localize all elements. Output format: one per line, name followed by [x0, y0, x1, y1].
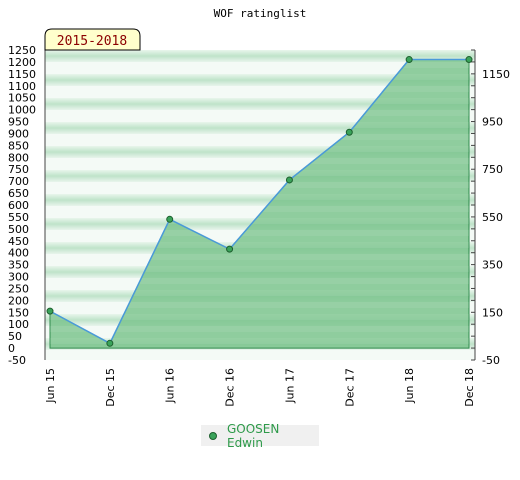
data-point	[226, 245, 234, 253]
right-tick-label: -50	[482, 354, 500, 367]
left-axis: -500501001502002503003504004505005506006…	[8, 44, 46, 367]
left-tick-label: 1000	[8, 104, 36, 117]
chart-title: WOF ratinglist	[214, 7, 307, 20]
left-tick-label: 300	[8, 271, 29, 284]
right-tick-label: 550	[482, 211, 503, 224]
x-tick-label: Dec 17	[343, 368, 356, 407]
area-band	[50, 290, 469, 296]
right-tick-label: 750	[482, 163, 503, 176]
left-tick-label: 650	[8, 187, 29, 200]
left-tick-label: 1050	[8, 92, 36, 105]
right-axis: -50 150 350 550 750 950 1150	[471, 49, 510, 367]
left-tick-label: 0	[8, 342, 15, 355]
x-tick-label: Dec 15	[104, 368, 117, 407]
x-axis: Jun 15 Dec 15 Jun 16 Dec 16 Jun 17 Dec 17 Jun …	[44, 368, 476, 407]
grid-band	[45, 74, 475, 86]
data-point	[166, 215, 174, 223]
x-tick-label: Dec 16	[224, 368, 237, 407]
right-tick-label: 350	[482, 259, 503, 272]
series-line	[49, 58, 469, 345]
area-band	[50, 278, 469, 284]
data-point	[285, 176, 293, 184]
x-tick-label: Jun 15	[44, 368, 57, 404]
data-point	[46, 307, 54, 315]
left-tick-label: 450	[8, 235, 29, 248]
area-band	[50, 314, 469, 320]
left-tick-label: 600	[8, 199, 29, 212]
left-tick-label: 850	[8, 139, 29, 152]
left-tick-label: 1250	[8, 44, 36, 57]
area-band	[50, 326, 469, 332]
data-point	[405, 56, 413, 64]
left-tick-label: 1150	[8, 68, 36, 81]
data-point	[465, 56, 473, 64]
right-tick-label: 150	[482, 306, 503, 319]
area-band	[50, 230, 469, 236]
left-tick-label: 400	[8, 247, 29, 260]
left-tick-label: 350	[8, 259, 29, 272]
legend-marker	[209, 431, 217, 440]
area-band	[50, 338, 469, 344]
left-tick-label: 50	[8, 330, 22, 343]
period-badge-label: 2015-2018	[57, 34, 127, 49]
left-tick-label: 500	[8, 223, 29, 236]
legend: GOOSEN Edwin	[201, 422, 319, 450]
grid-band	[45, 98, 475, 110]
left-tick-label: 900	[8, 127, 29, 140]
period-badge-box	[44, 28, 141, 51]
area-band	[50, 302, 469, 308]
right-tick-label: 950	[482, 116, 503, 129]
right-tick-label: 1150	[482, 68, 510, 81]
left-tick-label: -50	[8, 354, 26, 367]
x-tick-label: Dec 18	[463, 368, 476, 407]
x-tick-label: Jun 17	[283, 368, 296, 404]
left-tick-label: 550	[8, 211, 29, 224]
area-band	[50, 266, 469, 272]
data-markers	[46, 56, 473, 347]
legend-series-name: GOOSEN Edwin	[226, 421, 280, 450]
left-tick-label: 100	[8, 318, 29, 331]
left-tick-label: 950	[8, 116, 29, 129]
left-tick-label: 750	[8, 163, 29, 176]
x-tick-label: Jun 16	[164, 368, 177, 404]
area-band	[50, 242, 469, 248]
left-tick-label: 800	[8, 151, 29, 164]
left-tick-label: 700	[8, 175, 29, 188]
period-badge: 2015-2018	[44, 28, 141, 51]
left-tick-label: 150	[8, 306, 29, 319]
x-tick-label: Jun 18	[403, 368, 416, 404]
area-band	[50, 254, 469, 260]
grid-band	[45, 50, 475, 62]
area-band	[50, 218, 469, 224]
left-tick-label: 200	[8, 294, 29, 307]
left-tick-label: 250	[8, 282, 29, 295]
data-point	[106, 339, 114, 347]
data-point	[345, 128, 353, 136]
left-tick-label: 1100	[8, 80, 36, 93]
left-tick-label: 1200	[8, 56, 36, 69]
